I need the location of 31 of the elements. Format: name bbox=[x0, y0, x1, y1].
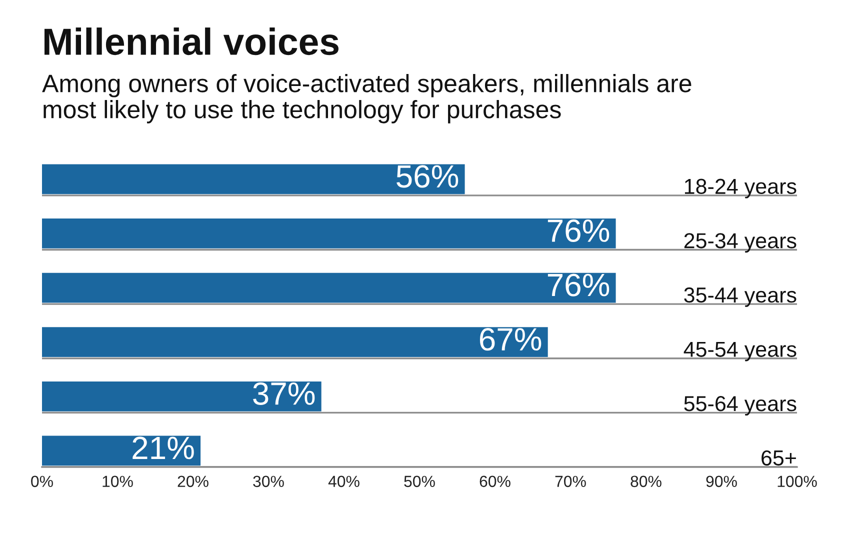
x-tick-label: 20% bbox=[178, 476, 208, 488]
bar bbox=[42, 381, 322, 412]
x-tick-label: 80% bbox=[630, 476, 662, 488]
y-tick-label: 35-44 years bbox=[684, 287, 796, 307]
chart-subtitle: Among owners of voice-activated speakers, millennials are most likely to use the technology for purchases bbox=[42, 74, 692, 124]
bar bbox=[42, 164, 465, 194]
y-tick-label: 45-54 years bbox=[684, 342, 796, 362]
x-tick-label: 0% bbox=[31, 476, 53, 488]
data-label: 76% bbox=[548, 274, 610, 296]
bar bbox=[42, 436, 201, 466]
bar bbox=[42, 327, 548, 358]
data-label: 56% bbox=[396, 165, 458, 188]
x-tick-label: 100% bbox=[778, 476, 817, 488]
x-tick-label: 30% bbox=[253, 476, 284, 488]
data-label: 37% bbox=[253, 382, 315, 405]
data-label: 67% bbox=[480, 328, 542, 351]
x-tick-label: 60% bbox=[480, 476, 510, 488]
y-tick-label: 18-24 years bbox=[684, 178, 796, 198]
bar bbox=[42, 272, 616, 303]
y-tick-label: 65+ bbox=[762, 450, 796, 466]
y-tick-label: 55-64 years bbox=[684, 396, 796, 416]
bar bbox=[42, 218, 616, 248]
data-label: 21% bbox=[132, 436, 194, 460]
x-tick-label: 90% bbox=[706, 476, 737, 488]
y-tick-label: 25-34 years bbox=[684, 233, 796, 253]
data-label: 76% bbox=[548, 219, 610, 242]
x-tick-label: 40% bbox=[328, 476, 360, 488]
x-tick-label: 10% bbox=[102, 476, 133, 488]
chart-title: Millennial voices bbox=[44, 28, 338, 56]
x-tick-label: 50% bbox=[404, 476, 435, 488]
x-tick-label: 70% bbox=[555, 476, 586, 488]
